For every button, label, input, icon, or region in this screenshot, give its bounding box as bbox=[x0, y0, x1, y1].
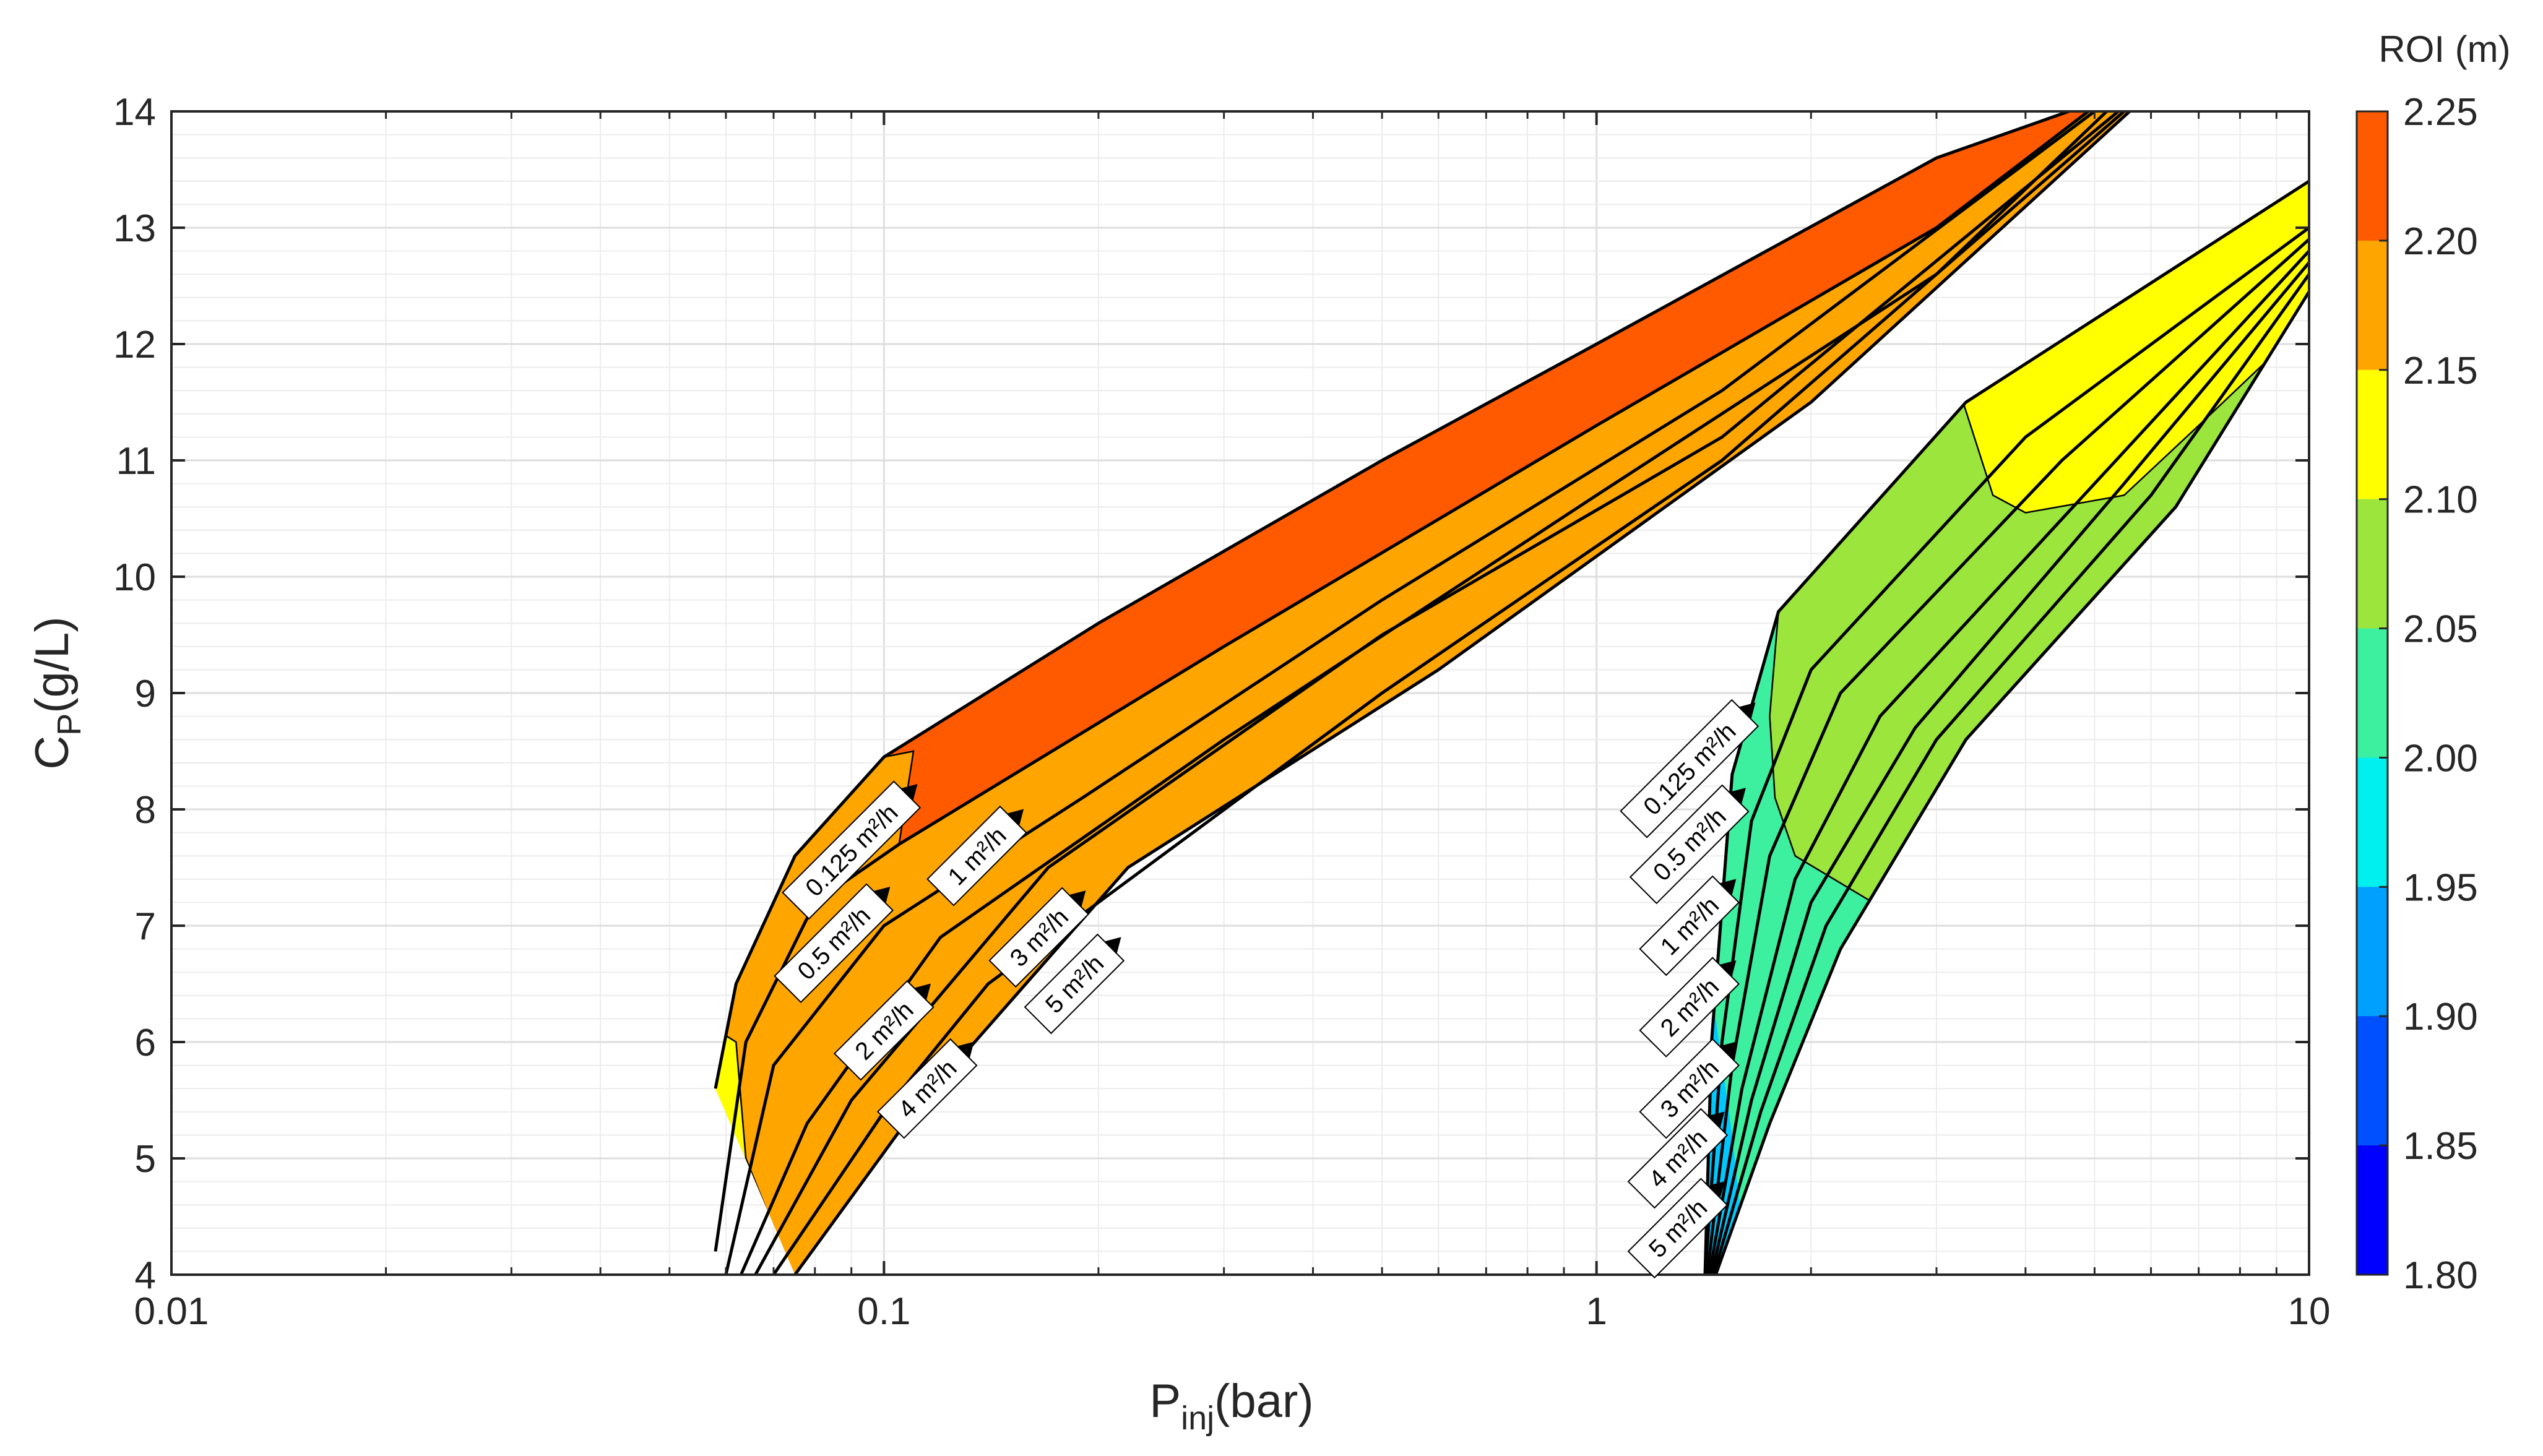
y-axis-title-sub: P bbox=[51, 713, 88, 736]
colorbar: 2.25 2.20 2.15 2.10 2.05 2.00 1.95 1.90 1.85 1.80 bbox=[2355, 91, 2478, 1297]
flow-label-pointer bbox=[957, 1041, 974, 1059]
colorbar-tick-label: 2.00 bbox=[2403, 737, 2478, 780]
x-axis-title: Pinj(bar) bbox=[1149, 1375, 1313, 1437]
y-tick-label: 7 bbox=[135, 905, 156, 948]
contour-line bbox=[1714, 291, 2309, 1275]
colorbar-swatch bbox=[2357, 757, 2388, 887]
flow-label-box bbox=[876, 1038, 978, 1139]
y-tick-label: 12 bbox=[113, 324, 156, 366]
colorbar-swatch bbox=[2357, 499, 2388, 629]
y-tick-label: 5 bbox=[135, 1138, 156, 1181]
flow-label: 5 m²/h bbox=[1024, 933, 1125, 1035]
contour-line bbox=[793, 111, 2131, 1275]
contour-line bbox=[1712, 273, 2309, 1275]
colorbar-tick-label: 2.05 bbox=[2403, 608, 2478, 651]
flow-rate-labels: 0.125 m²/h0.5 m²/h1 m²/h2 m²/h3 m²/h4 m²… bbox=[774, 699, 1759, 1279]
y-tick-label: 10 bbox=[113, 556, 156, 599]
y-axis-title: CP(g/L) bbox=[26, 616, 88, 769]
colorbar-swatch bbox=[2357, 887, 2388, 1017]
contour-line bbox=[1710, 261, 2309, 1275]
y-tick-label: 6 bbox=[135, 1022, 156, 1064]
flow-label-pointer bbox=[914, 983, 931, 1001]
flow-label-pointer bbox=[1729, 788, 1746, 805]
colorbar-tick-label: 2.10 bbox=[2403, 479, 2478, 522]
contour-line bbox=[724, 111, 2096, 1275]
colorbar-tick-label: 2.15 bbox=[2403, 350, 2478, 392]
flow-label-box bbox=[833, 980, 935, 1081]
flow-label-pointer bbox=[1069, 890, 1086, 908]
flow-label-box bbox=[926, 805, 1027, 907]
flow-label: 3 m²/h bbox=[988, 887, 1090, 988]
axis-ticks: 0.01 0.1 1 10 4 5 6 7 8 9 10 11 12 13 14 bbox=[113, 91, 2330, 1333]
colorbar-swatch bbox=[2357, 628, 2388, 758]
flow-label-pointer bbox=[1719, 879, 1737, 896]
colorbar-swatch bbox=[2357, 369, 2388, 500]
flow-label-pointer bbox=[1719, 960, 1737, 977]
colorbar-frame bbox=[2355, 110, 2389, 1276]
y-axis-title-unit: (g/L) bbox=[26, 616, 79, 713]
y-tick-label: 13 bbox=[113, 207, 156, 250]
x-axis-title-main: P bbox=[1149, 1375, 1181, 1428]
x-tick-label: 0.01 bbox=[134, 1290, 209, 1333]
colorbar-tick-label: 2.25 bbox=[2403, 91, 2478, 134]
y-tick-label: 9 bbox=[135, 673, 156, 715]
flow-label-box bbox=[1620, 699, 1759, 838]
colorbar-tick-label: 1.95 bbox=[2403, 866, 2478, 909]
flow-label-pointer bbox=[1708, 1111, 1725, 1129]
colorbar-tick-label: 2.20 bbox=[2403, 220, 2478, 263]
colorbar-title: ROI (m) bbox=[2378, 28, 2510, 70]
y-tick-label: 4 bbox=[135, 1254, 156, 1297]
colorbar-swatch bbox=[2357, 111, 2388, 241]
contour-line bbox=[1706, 238, 2309, 1275]
flow-label-box bbox=[1024, 933, 1125, 1035]
y-tick-label: 8 bbox=[135, 789, 156, 832]
x-tick-label: 0.1 bbox=[857, 1290, 910, 1333]
flow-label: 2 m²/h bbox=[833, 980, 935, 1081]
flow-label-pointer bbox=[1104, 937, 1121, 954]
y-tick-label: 14 bbox=[113, 91, 156, 134]
x-tick-label: 1 bbox=[1586, 1290, 1607, 1333]
y-axis-title-main: C bbox=[26, 736, 79, 770]
x-tick-label: 10 bbox=[2288, 1290, 2331, 1333]
flow-label-pointer bbox=[1738, 702, 1756, 720]
colorbar-tick-label: 1.85 bbox=[2403, 1125, 2478, 1168]
colorbar-tick-label: 1.90 bbox=[2403, 996, 2478, 1038]
flow-label-pointer bbox=[1719, 1041, 1737, 1059]
y-tick-label: 11 bbox=[116, 440, 156, 483]
contour-line bbox=[1708, 249, 2309, 1275]
contour-line bbox=[754, 111, 2120, 1275]
colorbar-swatch bbox=[2357, 1016, 2388, 1146]
x-axis-title-unit: (bar) bbox=[1214, 1375, 1313, 1428]
contour-line bbox=[714, 111, 2070, 1089]
x-axis-title-sub: inj bbox=[1181, 1400, 1214, 1437]
flow-label-pointer bbox=[900, 784, 918, 801]
region-left bbox=[715, 111, 2130, 1275]
flow-label-pointer bbox=[1708, 1181, 1725, 1199]
colorbar-tick-label: 1.80 bbox=[2403, 1254, 2478, 1297]
flow-label-box bbox=[1629, 784, 1750, 905]
contour-line bbox=[772, 111, 2125, 1275]
contour-line bbox=[714, 111, 2089, 1252]
flow-label-pointer bbox=[1007, 809, 1024, 826]
colorbar-swatch bbox=[2357, 240, 2388, 371]
colorbar-swatch bbox=[2357, 1145, 2388, 1275]
flow-label-box bbox=[988, 887, 1090, 988]
flow-label-pointer bbox=[873, 886, 891, 903]
